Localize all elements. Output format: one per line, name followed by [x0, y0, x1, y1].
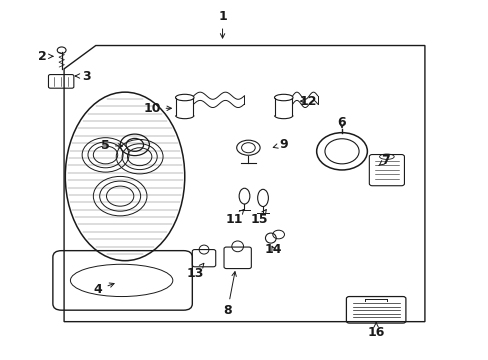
- Text: 3: 3: [75, 69, 90, 82]
- Text: 11: 11: [225, 210, 244, 226]
- Text: 8: 8: [223, 272, 236, 318]
- Text: 13: 13: [187, 263, 204, 280]
- Text: 16: 16: [366, 323, 384, 339]
- Text: 7: 7: [378, 154, 389, 167]
- Text: 1: 1: [218, 10, 226, 38]
- Text: 6: 6: [337, 116, 346, 129]
- Text: 15: 15: [250, 210, 267, 226]
- Text: 4: 4: [94, 283, 114, 296]
- Text: 12: 12: [299, 95, 316, 108]
- Text: 5: 5: [101, 139, 122, 152]
- Text: 10: 10: [143, 102, 171, 115]
- Text: 2: 2: [38, 50, 53, 63]
- Text: 14: 14: [264, 243, 282, 256]
- Text: 9: 9: [273, 138, 287, 150]
